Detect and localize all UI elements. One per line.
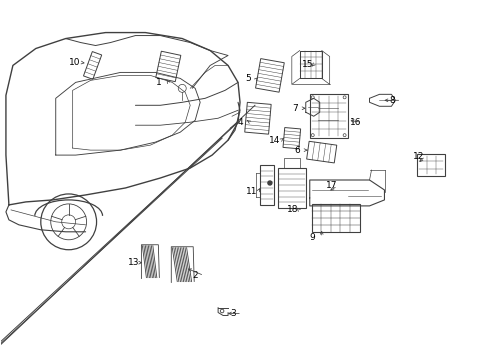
Text: 13: 13 [128, 258, 140, 267]
Text: 15: 15 [302, 60, 313, 69]
Text: 6: 6 [295, 145, 300, 154]
Bar [278, 168, 306, 208]
Bar [260, 165, 274, 205]
Circle shape [268, 181, 272, 185]
Bar [417, 154, 445, 176]
Text: 5: 5 [245, 74, 251, 83]
Text: 3: 3 [230, 309, 236, 318]
Bar [283, 127, 301, 149]
Text: 11: 11 [246, 188, 258, 197]
Text: 1: 1 [156, 78, 162, 87]
Text: 14: 14 [269, 136, 280, 145]
Text: 12: 12 [414, 152, 425, 161]
Text: 17: 17 [326, 181, 337, 190]
Bar [307, 141, 337, 163]
Text: 4: 4 [238, 118, 244, 127]
Bar [256, 59, 284, 92]
Text: 7: 7 [292, 104, 297, 113]
Text: 16: 16 [349, 118, 361, 127]
Bar [245, 102, 271, 134]
Bar [312, 204, 360, 232]
Text: 18: 18 [287, 206, 298, 215]
Bar [156, 51, 181, 82]
Text: 9: 9 [310, 233, 316, 242]
Text: 2: 2 [192, 271, 198, 280]
Text: 10: 10 [69, 58, 80, 67]
Bar [310, 94, 347, 138]
Text: 8: 8 [390, 96, 395, 105]
Bar [83, 51, 102, 79]
